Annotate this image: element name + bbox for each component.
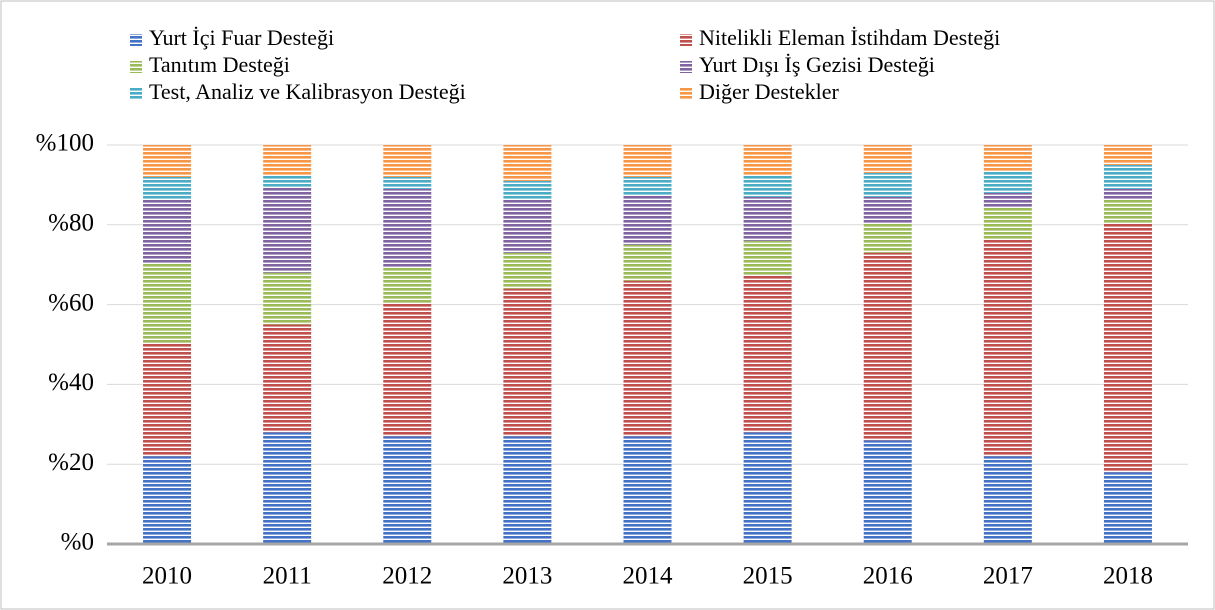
bar-segment (983, 145, 1032, 171)
bar-segment (623, 244, 672, 281)
bar-segment (263, 145, 312, 175)
bar-segment (743, 196, 792, 241)
x-tick-label: 2012 (382, 563, 432, 590)
bar-segment (263, 186, 312, 273)
bar-segment (263, 174, 312, 187)
bar-segment (863, 252, 912, 441)
x-tick-label: 2015 (743, 563, 793, 590)
y-tick-label: %40 (48, 369, 94, 396)
x-tick-label: 2016 (863, 563, 913, 590)
bar-segment (863, 196, 912, 223)
bar-segment (1103, 164, 1152, 189)
bar-segment (143, 198, 192, 263)
bar-segment (143, 262, 192, 343)
bar-segment (1103, 198, 1152, 223)
bar-segment (623, 436, 672, 544)
y-tick-label: %80 (48, 210, 94, 237)
bar-segment (623, 280, 672, 437)
bar-segment (383, 266, 432, 303)
legend-swatch (130, 88, 142, 100)
bar-segment (263, 272, 312, 325)
bar-segment (263, 432, 312, 544)
bar-segment (743, 432, 792, 544)
bar-segment (983, 238, 1032, 457)
bar-segment (503, 436, 552, 544)
legend-label: Yurt İçi Fuar Desteği (149, 25, 334, 50)
bar-segment (983, 206, 1032, 239)
bar-segment (863, 145, 912, 173)
legend-label: Tanıtım Desteği (149, 52, 290, 77)
bar-segment (743, 274, 792, 433)
x-tick-label: 2013 (502, 563, 552, 590)
bar-segment (263, 324, 312, 433)
legend-label: Yurt Dışı İş Gezisi Desteği (699, 52, 935, 77)
bar-segment (863, 222, 912, 253)
bar-segment (863, 440, 912, 544)
x-tick-label: 2011 (263, 563, 312, 590)
legend-swatch (680, 61, 692, 73)
bar-segment (143, 145, 192, 177)
bar-segment (383, 188, 432, 267)
legend-swatch (130, 34, 142, 46)
bar-segment (983, 170, 1032, 193)
legend-swatch (680, 88, 692, 100)
bar-segment (383, 145, 432, 177)
bar-segment (983, 456, 1032, 544)
legend-label: Diğer Destekler (699, 79, 840, 104)
bar-segment (1103, 145, 1152, 165)
bar-segment (623, 176, 672, 195)
bar-segment (743, 145, 792, 175)
bar-segment (503, 288, 552, 437)
y-tick-label: %20 (48, 449, 94, 476)
x-tick-label: 2018 (1103, 563, 1153, 590)
bar-segment (623, 194, 672, 245)
legend-label: Test, Analiz ve Kalibrasyon Desteği (149, 79, 466, 104)
bar-segment (743, 240, 792, 275)
bar-segment (1103, 188, 1152, 199)
bar-segment (623, 145, 672, 177)
bar-segment (383, 436, 432, 544)
y-tick-label: %60 (48, 289, 94, 316)
legend-label: Nitelikli Eleman İstihdam Desteği (699, 25, 1000, 50)
bar-segment (743, 174, 792, 197)
bar-segment (503, 252, 552, 289)
legend-swatch (130, 61, 142, 73)
y-tick-label: %100 (36, 130, 94, 157)
legend-swatch (680, 34, 692, 46)
bar-segment (143, 176, 192, 199)
x-tick-label: 2010 (142, 563, 192, 590)
y-tick-label: %0 (61, 529, 94, 556)
bar-segment (983, 192, 1032, 207)
bar-segment (503, 198, 552, 253)
bar-segment (143, 456, 192, 544)
bar-segment (503, 145, 552, 181)
bar-segment (1103, 222, 1152, 473)
bar-segment (863, 172, 912, 197)
bar-segment (383, 302, 432, 437)
x-tick-label: 2017 (983, 563, 1033, 590)
bar-segment (383, 176, 432, 189)
bar-segment (143, 342, 192, 457)
bar-segment (503, 180, 552, 199)
bar-segment (1103, 472, 1152, 544)
x-tick-label: 2014 (623, 563, 674, 590)
